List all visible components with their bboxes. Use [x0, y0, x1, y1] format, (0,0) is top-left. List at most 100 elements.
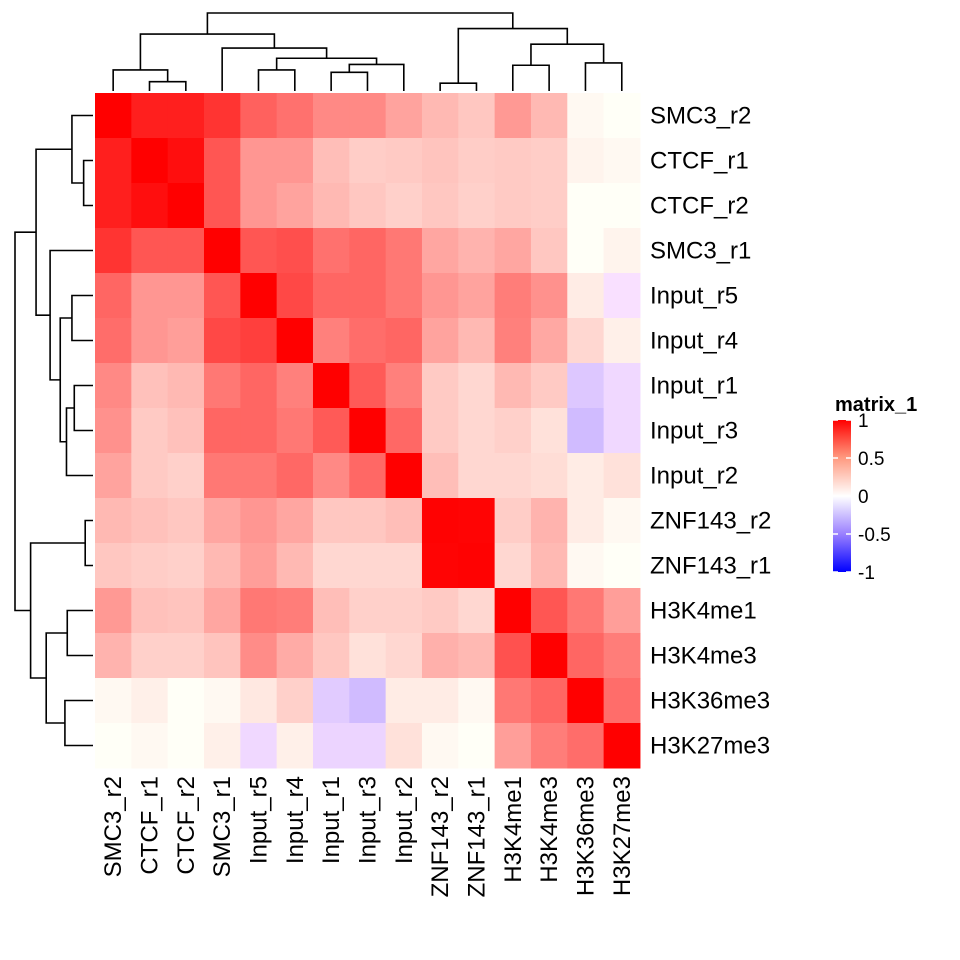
heatmap-cell [603, 318, 641, 364]
heatmap-cell [385, 588, 423, 634]
heatmap-cell [167, 183, 205, 229]
heatmap-cell [312, 273, 350, 319]
heatmap-cell [95, 633, 132, 679]
heatmap-cell [494, 318, 532, 364]
heatmap-cell [131, 588, 169, 634]
heatmap-cell [567, 273, 605, 319]
heatmap-cell [167, 228, 205, 274]
heatmap-cell [603, 273, 641, 319]
heatmap-cell [276, 588, 314, 634]
row-label: H3K36me3 [650, 688, 770, 715]
heatmap-cell [276, 498, 314, 544]
heatmap-cell [349, 408, 387, 454]
heatmap-cell [95, 138, 132, 184]
row-label: Input_r3 [650, 418, 738, 445]
heatmap-cell [530, 453, 568, 499]
column-label: SMC3_r1 [209, 776, 236, 877]
heatmap-cell [603, 633, 641, 679]
heatmap-cell [203, 318, 241, 364]
dendrogram-branch [148, 80, 187, 91]
heatmap-cell [349, 678, 387, 724]
heatmap-cell [240, 723, 278, 769]
heatmap-cell [203, 138, 241, 184]
heatmap-cell [276, 678, 314, 724]
heatmap-cell [349, 183, 387, 229]
heatmap-cell [312, 318, 350, 364]
heatmap-cell [203, 453, 241, 499]
row-label: SMC3_r1 [650, 238, 751, 265]
heatmap-cell [567, 183, 605, 229]
heatmap-cell [240, 93, 278, 139]
heatmap-cell [349, 588, 387, 634]
heatmap-cell [131, 453, 169, 499]
row-label: CTCF_r1 [650, 148, 749, 175]
legend-tick-label: 0 [858, 487, 869, 508]
heatmap-cell [276, 183, 314, 229]
row-label: Input_r4 [650, 328, 738, 355]
heatmap-cell [131, 183, 169, 229]
heatmap-cell [312, 723, 350, 769]
heatmap-cell [276, 138, 314, 184]
heatmap-cell [567, 588, 605, 634]
heatmap-cell [421, 633, 459, 679]
column-label: CTCF_r2 [173, 776, 200, 875]
heatmap-cell [131, 408, 169, 454]
heatmap-cell [530, 723, 568, 769]
dendrogram-branch [84, 519, 93, 567]
heatmap-cell [421, 138, 459, 184]
heatmap-cell [276, 543, 314, 589]
heatmap-cell [421, 498, 459, 544]
row-label: SMC3_r2 [650, 103, 751, 130]
heatmap-cell [421, 543, 459, 589]
heatmap-cell [421, 318, 459, 364]
row-labels: SMC3_r2 CTCF_r1 CTCF_r2 SMC3_r1 Input_r5 Inpu… [650, 103, 771, 760]
heatmap-cell [95, 678, 132, 724]
heatmap-cell [385, 543, 423, 589]
column-label: H3K36me3 [572, 776, 599, 896]
heatmap-cell [603, 93, 641, 139]
heatmap-cell [458, 678, 496, 724]
heatmap-cell [240, 678, 278, 724]
heatmap-cell [240, 498, 278, 544]
heatmap-cell [530, 318, 568, 364]
heatmap-cell [458, 408, 496, 454]
heatmap-cell [312, 408, 350, 454]
heatmap-cell [494, 363, 532, 409]
heatmap-cell [567, 138, 605, 184]
heatmap-cell [385, 408, 423, 454]
heatmap-cell [421, 408, 459, 454]
heatmap-cell [240, 408, 278, 454]
heatmap-cell [203, 678, 241, 724]
heatmap-cell [203, 723, 241, 769]
column-label: Input_r5 [245, 776, 272, 864]
column-label: Input_r1 [318, 776, 345, 864]
dendrogram-branch [73, 384, 93, 432]
heatmap-cell [312, 138, 350, 184]
heatmap-cell [349, 723, 387, 769]
column-dendrogram [112, 12, 623, 91]
dendrogram-branch [530, 43, 605, 66]
heatmap-cell [458, 543, 496, 589]
heatmap-cell [494, 453, 532, 499]
heatmap-cell [240, 543, 278, 589]
heatmap-cell [312, 183, 350, 229]
heatmap-cell [240, 228, 278, 274]
heatmap-cell [312, 363, 350, 409]
heatmap-cell [494, 723, 532, 769]
heatmap-cell [131, 723, 169, 769]
heatmap-cell [203, 408, 241, 454]
row-label: H3K4me1 [650, 598, 757, 625]
heatmap-cell [167, 273, 205, 319]
heatmap-cell [385, 228, 423, 274]
heatmap-cell [95, 498, 132, 544]
heatmap-cell [276, 93, 314, 139]
heatmap-cell [494, 138, 532, 184]
heatmap-cell [458, 588, 496, 634]
heatmap-cell [276, 273, 314, 319]
heatmap-cell [276, 453, 314, 499]
dendrogram-branch [71, 294, 93, 342]
dendrogram-branch [257, 69, 296, 91]
column-label: ZNF143_r2 [427, 776, 454, 897]
heatmap-cell [530, 498, 568, 544]
heatmap-cell [385, 723, 423, 769]
